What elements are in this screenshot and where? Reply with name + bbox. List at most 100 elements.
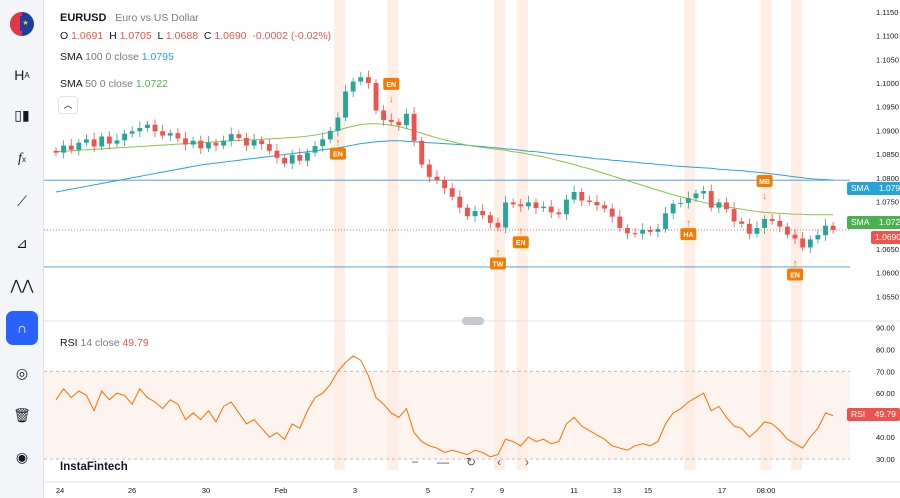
candle-body [571,192,577,200]
price-tick: 1.0900 [876,126,899,135]
sma50-legend[interactable]: SMA 50 0 close 1.0722 [60,78,168,90]
trash-icon[interactable]: 🗑 [13,406,31,423]
candle-body [548,206,554,213]
candle-body [579,192,585,201]
candle-body [449,188,455,197]
eye-off-icon[interactable]: ◎ [15,364,29,381]
wave-icon[interactable]: ⋀⋀ [10,276,34,293]
candle-body [411,113,417,141]
marker-badge [383,77,400,90]
candle-body [602,205,608,209]
candle-body [183,138,188,145]
camera-icon[interactable]: ◉ [15,448,29,465]
marker-arrow: ↑ [495,248,500,259]
candle-body [640,229,646,234]
candle-body [754,228,760,234]
change-value: -0.0002 (-0.02%) [252,30,332,42]
candle-body [99,136,105,147]
candle-body [160,131,166,136]
time-tick: 5 [426,486,430,495]
candle-body [244,137,249,146]
chart-canvas[interactable]: ↑ EN ↓ EN ↑ TW ↑ EN ↑ HA ↓ MB ↑ EN 1.1150 1.1100 1.1050 1… [44,0,900,498]
marker-label: EN [333,152,343,159]
time-tick: 7 [470,486,474,495]
candles-icon[interactable]: ▯▮ [14,106,30,123]
candle-body [76,142,82,150]
candle-body [624,228,630,234]
price-tick: 1.0550 [876,292,899,301]
rsi-tick: 70.00 [876,367,895,376]
time-tick: 11 [570,486,578,495]
marker-badge [680,228,697,241]
marker-badge [787,268,804,281]
price-tick: 1.0850 [876,150,899,159]
candle-body [274,150,280,158]
candle-body [693,193,699,199]
candle-body [678,202,684,204]
marker-arrow: ↑ [335,138,340,149]
candle-body [388,119,394,122]
scroll-right-icon[interactable]: › [525,455,529,469]
time-tick: 3 [353,486,357,495]
candle-body [792,234,798,239]
candle-body [205,142,211,149]
open-label: O [60,30,69,42]
candle-body [472,210,478,217]
candle-body [236,134,242,138]
candle-body [663,213,668,229]
flag-icon[interactable]: ★ [10,12,34,36]
zoom-out-icon[interactable]: − [411,455,419,469]
candle-body [228,134,234,141]
candle-body [365,77,371,83]
reset-icon[interactable]: ↻ [465,455,477,469]
drawing-icon[interactable]: ⟋ [17,192,27,209]
candle-body [68,145,74,150]
candle-body [381,110,387,120]
event-band [760,0,772,470]
candle-body [670,203,676,214]
price-tick: 1.0750 [876,197,899,206]
marker-arrow: ↓ [762,191,767,202]
magnet-icon[interactable]: ∩ [6,311,38,345]
minus-icon[interactable]: — [437,455,449,469]
candle-body [426,164,432,177]
sma100-legend[interactable]: SMA 100 0 close 1.0795 [60,51,174,63]
price-tick: 1.1100 [876,32,898,41]
symbol-description: Euro vs US Dollar [115,12,199,24]
candle-body [114,140,120,144]
rsi-tick: 40.00 [876,433,895,442]
collapse-legend-button[interactable]: ︿ [58,96,78,114]
candle-body [594,201,600,206]
candle-body [84,139,89,143]
time-tick: 24 [56,486,64,495]
marker-arrow: ↑ [518,226,523,237]
close-label: C [203,30,212,42]
time-tick: Feb [275,486,288,495]
candle-body [304,152,310,161]
pane-resize-handle[interactable] [462,317,484,325]
candle-body [152,124,158,132]
candle-body [655,228,661,232]
scroll-left-icon[interactable]: ‹ [497,455,501,469]
candle-body [685,198,691,203]
candle-body [404,113,409,126]
candle-body [564,199,569,215]
chart-area[interactable]: ↑ EN ↓ EN ↑ TW ↑ EN ↑ HA ↓ MB ↑ EN 1.1150 1.1100 1.1050 1… [44,0,900,498]
candle-body [617,216,623,229]
measure-icon[interactable]: ⊿ [16,234,28,251]
candle-body [487,215,493,223]
open-value: 1.0691 [71,30,104,42]
rsi-name: RSI [60,337,78,349]
marker-label: HA [683,232,693,239]
time-tick: 9 [500,486,504,495]
candle-body [343,91,348,118]
sma100-name: SMA [60,51,83,63]
rsi-legend[interactable]: RSI 14 close 49.79 [60,337,149,349]
brand-logo: InstaFintech [60,461,128,473]
marker-label: EN [790,272,800,279]
rsi-tick: 60.00 [876,389,895,398]
marker-label: MB [759,179,770,186]
